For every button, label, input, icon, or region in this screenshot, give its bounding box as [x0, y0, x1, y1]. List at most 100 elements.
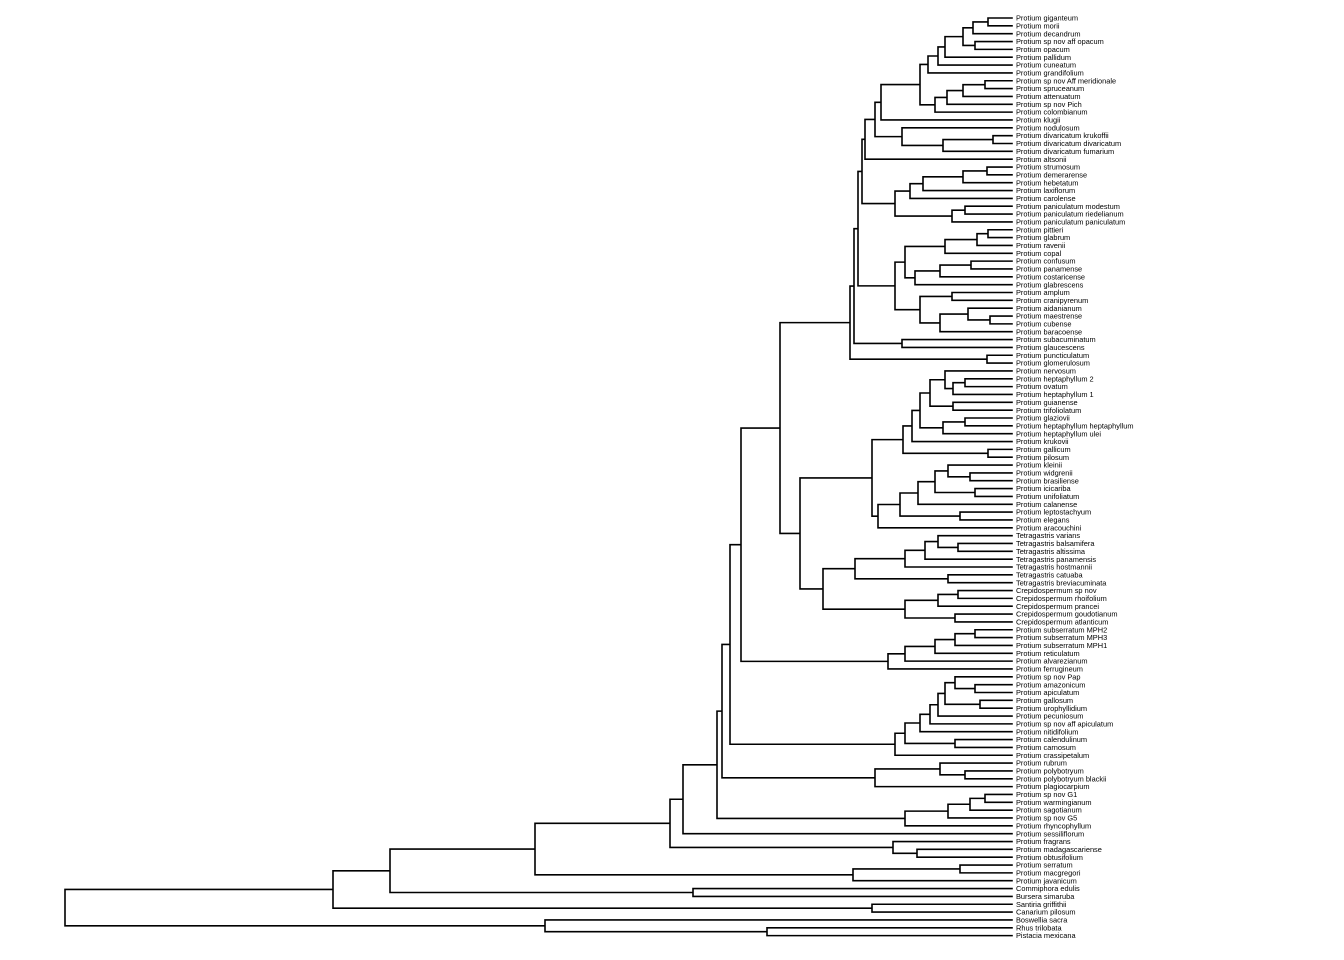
tip-label: Protium polybotryum blackii — [1016, 774, 1107, 783]
tip-label: Protium brasiliense — [1016, 476, 1079, 485]
tip-label: Tetragastris balsamifera — [1016, 539, 1095, 548]
tip-label: Protium obtusifolium — [1016, 853, 1083, 862]
tip-label: Protium pilosum — [1016, 453, 1069, 462]
tip-label: Protium morii — [1016, 21, 1060, 30]
tip-label: Protium rhyncophyllum — [1016, 821, 1091, 830]
tip-label: Protium subacuminatum — [1016, 335, 1096, 344]
tip-label: Protium macgregori — [1016, 868, 1081, 877]
tip-label: Crepidospermum sp nov — [1016, 586, 1097, 595]
tip-label: Protium cubense — [1016, 319, 1071, 328]
tip-label: Protium amazonicum — [1016, 680, 1085, 689]
tip-label: Protium heptaphyllum 2 — [1016, 374, 1094, 383]
tip-label: Protium divaricatum krukoffii — [1016, 131, 1109, 140]
tip-label: Protium hebetatum — [1016, 178, 1078, 187]
tip-label: Tetragastris hostmannii — [1016, 563, 1092, 572]
tip-label: Protium panamense — [1016, 265, 1082, 274]
tip-label: Crepidospermum rhoifolium — [1016, 594, 1107, 603]
tip-label: Protium sp nov Pich — [1016, 100, 1082, 109]
tip-label: Tetragastris panamensis — [1016, 555, 1096, 564]
tip-label: Protium colombianum — [1016, 108, 1087, 117]
tip-label: Protium nitidifolium — [1016, 727, 1078, 736]
tip-label: Protium reticulatum — [1016, 649, 1080, 658]
tip-label: Protium warmingianum — [1016, 798, 1092, 807]
tip-label: Protium decandrum — [1016, 29, 1081, 38]
tip-label: Protium carolense — [1016, 194, 1076, 203]
tip-label: Protium icicariba — [1016, 484, 1072, 493]
tip-label: Protium cuneatum — [1016, 61, 1076, 70]
tip-label: Protium kleinii — [1016, 461, 1062, 470]
tip-label: Protium sessiliflorum — [1016, 829, 1084, 838]
tip-label: Protium gallosum — [1016, 696, 1073, 705]
tip-label: Protium ravenii — [1016, 241, 1066, 250]
tip-label: Protium madagascariense — [1016, 845, 1102, 854]
tip-label: Protium subserratum MPH1 — [1016, 641, 1107, 650]
tip-label: Protium widgrenii — [1016, 468, 1073, 477]
tip-label: Protium maestrense — [1016, 312, 1082, 321]
tip-label: Protium costaricense — [1016, 272, 1085, 281]
tip-label: Protium paniculatum modestum — [1016, 202, 1120, 211]
tip-label: Protium javanicum — [1016, 876, 1077, 885]
tip-label: Protium giganteum — [1016, 14, 1078, 23]
tip-label: Protium baracoense — [1016, 327, 1082, 336]
tip-label: Protium sp nov Pap — [1016, 672, 1081, 681]
tip-label: Protium apiculatum — [1016, 688, 1079, 697]
tip-label: Protium klugii — [1016, 116, 1061, 125]
tip-label: Protium opacum — [1016, 45, 1070, 54]
tip-label: Protium heptaphyllum 1 — [1016, 390, 1094, 399]
tree-branches — [64, 17, 1013, 937]
tip-label: Protium laxiflorum — [1016, 186, 1075, 195]
tip-label: Crepidospermum prancei — [1016, 602, 1099, 611]
tip-label: Boswellia sacra — [1016, 916, 1068, 925]
tip-label: Canarium pilosum — [1016, 908, 1076, 917]
tip-label: Tetragastris varians — [1016, 531, 1080, 540]
tip-label: Protium rubrum — [1016, 759, 1067, 768]
tip-label: Bursera simaruba — [1016, 892, 1075, 901]
tip-label: Protium divaricatum fumarium — [1016, 147, 1114, 156]
tip-label: Protium aracouchini — [1016, 523, 1082, 532]
tip-label: Protium confusum — [1016, 257, 1076, 266]
tip-label: Protium subserratum MPH3 — [1016, 633, 1107, 642]
tip-label: Protium altsonii — [1016, 155, 1067, 164]
tip-label: Protium sp nov G5 — [1016, 814, 1077, 823]
tip-label: Rhus trilobata — [1016, 923, 1062, 932]
tip-label: Protium heptaphyllum ulei — [1016, 429, 1101, 438]
tip-label: Protium pecuniosum — [1016, 712, 1083, 721]
tip-label: Tetragastris catuaba — [1016, 570, 1083, 579]
tip-label: Protium urophyllidium — [1016, 704, 1087, 713]
tip-label: Protium sp nov aff apiculatum — [1016, 719, 1113, 728]
tip-label: Protium sp nov aff opacum — [1016, 37, 1104, 46]
tip-label: Tetragastris breviacuminata — [1016, 578, 1107, 587]
tip-label: Protium ovatum — [1016, 382, 1068, 391]
tip-label: Protium alvarezianum — [1016, 657, 1087, 666]
tip-label: Protium nervosum — [1016, 367, 1076, 376]
tip-label: Protium copal — [1016, 249, 1062, 258]
tip-label: Protium sp nov G1 — [1016, 790, 1077, 799]
tip-label: Protium sp nov Aff meridionale — [1016, 76, 1116, 85]
tip-label: Protium leptostachyum — [1016, 508, 1091, 517]
tip-label: Protium trifoliolatum — [1016, 406, 1081, 415]
tip-label: Protium heptaphyllum heptaphyllum — [1016, 421, 1134, 430]
tip-label: Santiria griffithii — [1016, 900, 1067, 909]
tip-label: Protium strumosum — [1016, 163, 1080, 172]
tip-label: Protium serratum — [1016, 861, 1073, 870]
tip-label: Protium nodulosum — [1016, 123, 1080, 132]
tip-label: Protium cranipyrenum — [1016, 296, 1088, 305]
tip-label: Protium pallidum — [1016, 53, 1071, 62]
tip-label: Crepidospermum goudotianum — [1016, 610, 1117, 619]
tip-label: Protium amplum — [1016, 288, 1070, 297]
tip-label: Protium sagotianum — [1016, 806, 1082, 815]
tip-label: Tetragastris altissima — [1016, 547, 1086, 556]
tip-label: Protium pittieri — [1016, 225, 1064, 234]
tip-label: Protium divaricatum divaricatum — [1016, 139, 1121, 148]
tip-label: Commiphora edulis — [1016, 884, 1080, 893]
tip-label: Protium unifoliatum — [1016, 492, 1079, 501]
tip-label: Protium fragrans — [1016, 837, 1071, 846]
tip-label: Protium elegans — [1016, 516, 1070, 525]
tip-label: Crepidospermum atlanticum — [1016, 618, 1108, 627]
tip-label: Protium puncticulatum — [1016, 351, 1089, 360]
tip-label: Protium calanense — [1016, 500, 1077, 509]
tip-label: Protium paniculatum riedelianum — [1016, 210, 1124, 219]
tip-label: Protium glomerulosum — [1016, 359, 1090, 368]
